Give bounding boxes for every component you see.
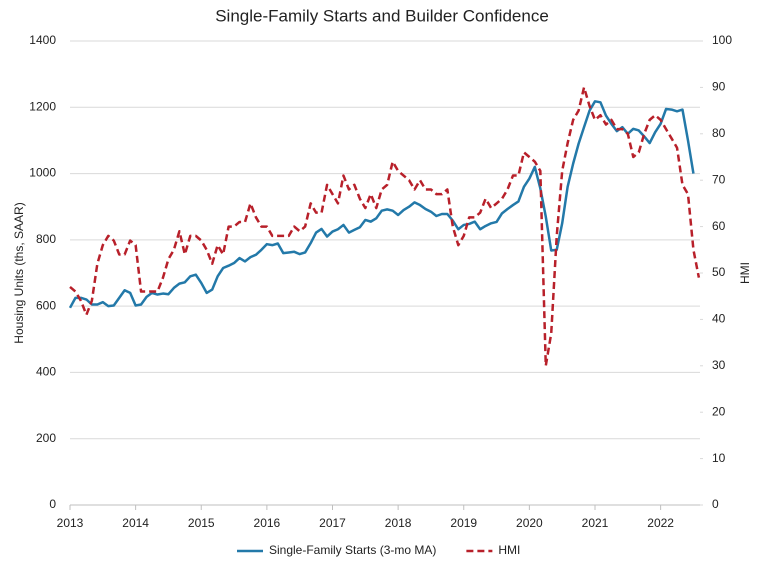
- x-tick-label: 2020: [516, 516, 543, 530]
- x-tick-label: 2014: [122, 516, 149, 530]
- x-tick-label: 2015: [188, 516, 215, 530]
- x-tick-label: 2017: [319, 516, 346, 530]
- x-tick-label: 2013: [57, 516, 84, 530]
- chart-title: Single-Family Starts and Builder Confide…: [215, 6, 549, 25]
- y2-axis-label: HMI: [738, 262, 752, 284]
- y2-tick-label: 10: [712, 451, 726, 465]
- y-tick-label: 400: [36, 365, 56, 379]
- y2-tick-label: 60: [712, 219, 726, 233]
- y2-tick-label: 0: [712, 497, 719, 511]
- y-axis-label: Housing Units (ths, SAAR): [12, 202, 26, 343]
- y2-tick-label: 30: [712, 358, 726, 372]
- x-tick-label: 2018: [385, 516, 412, 530]
- y-tick-label: 1400: [29, 33, 56, 47]
- y-tick-label: 1200: [29, 99, 56, 113]
- y-tick-label: 800: [36, 232, 56, 246]
- legend-label: HMI: [498, 543, 520, 557]
- x-tick-label: 2016: [254, 516, 281, 530]
- y-tick-label: 200: [36, 431, 56, 445]
- x-tick-label: 2021: [582, 516, 609, 530]
- series-line: [69, 86, 701, 368]
- y2-tick-label: 20: [712, 404, 726, 418]
- y-tick-label: 1000: [29, 166, 56, 180]
- series-line: [68, 100, 695, 309]
- y2-tick-label: 50: [712, 265, 726, 279]
- x-tick-label: 2022: [647, 516, 674, 530]
- y-tick-label: 0: [49, 497, 56, 511]
- x-tick-label: 2019: [450, 516, 477, 530]
- y2-tick-label: 40: [712, 312, 726, 326]
- y2-tick-label: 70: [712, 172, 726, 186]
- y-tick-label: 600: [36, 298, 56, 312]
- y2-tick-label: 80: [712, 126, 726, 140]
- y2-tick-label: 100: [712, 33, 732, 47]
- y2-tick-label: 90: [712, 80, 726, 94]
- legend-label: Single-Family Starts (3-mo MA): [269, 543, 436, 557]
